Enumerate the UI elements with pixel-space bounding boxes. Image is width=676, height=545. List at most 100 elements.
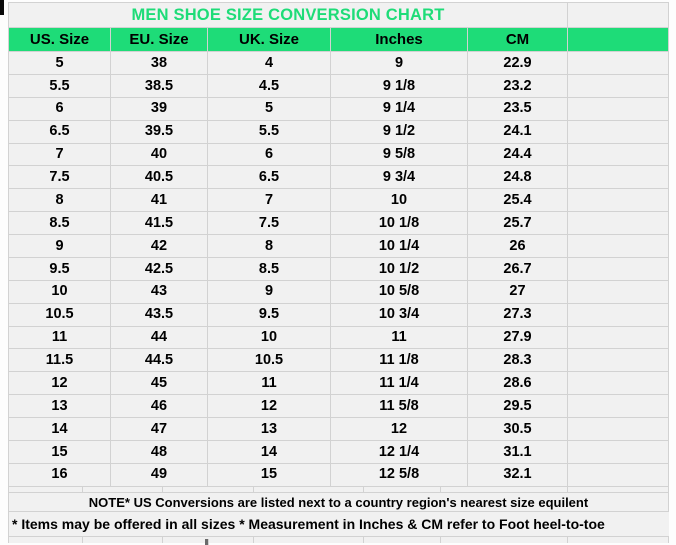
table-cell: 27.3 bbox=[468, 303, 568, 327]
table-cell: 6 bbox=[208, 143, 331, 167]
table-cell: 10 bbox=[331, 189, 468, 213]
grid-sliver-cell bbox=[83, 487, 163, 492]
table-cell: 7.5 bbox=[9, 166, 111, 190]
clipped-text-fragment bbox=[205, 539, 209, 545]
table-cell: 27 bbox=[468, 280, 568, 304]
table-cell: 49 bbox=[111, 463, 208, 487]
table-cell: 45 bbox=[111, 372, 208, 396]
chart-title-cell: MEN SHOE SIZE CONVERSION CHART bbox=[9, 3, 568, 28]
empty-cell bbox=[568, 189, 669, 213]
grid-sliver-cell bbox=[568, 487, 669, 492]
table-cell: 10.5 bbox=[208, 349, 331, 373]
table-cell: 11 bbox=[9, 326, 111, 350]
table-cell: 12 bbox=[208, 395, 331, 418]
table-cell: 8.5 bbox=[9, 212, 111, 235]
table-cell: 11 bbox=[331, 326, 468, 350]
table-cell: 24.8 bbox=[468, 166, 568, 190]
table-cell: 10 1/4 bbox=[331, 235, 468, 258]
table-cell: 9 5/8 bbox=[331, 143, 468, 167]
table-cell: 5 bbox=[9, 52, 111, 75]
empty-cell bbox=[568, 235, 669, 258]
table-cell: 28.6 bbox=[468, 372, 568, 396]
note-row-conversions: NOTE* US Conversions are listed next to … bbox=[8, 493, 669, 512]
column-header: EU. Size bbox=[111, 28, 208, 52]
table-cell: 12 5/8 bbox=[331, 463, 468, 487]
table-cell: 41 bbox=[111, 189, 208, 213]
empty-cell bbox=[568, 372, 669, 396]
table-cell: 9 1/8 bbox=[331, 74, 468, 98]
measurement-note-text: * Items may be offered in all sizes * Me… bbox=[12, 516, 605, 532]
table-cell: 12 bbox=[331, 418, 468, 441]
corner-cell-border-fragment bbox=[0, 0, 4, 15]
table-cell: 43 bbox=[111, 280, 208, 304]
table-cell: 40 bbox=[111, 143, 208, 167]
table-cell: 43.5 bbox=[111, 303, 208, 327]
table-cell: 9 1/2 bbox=[331, 120, 468, 144]
conversion-table: MEN SHOE SIZE CONVERSION CHART US. Size E… bbox=[8, 2, 669, 487]
table-cell: 9 bbox=[9, 235, 111, 258]
table-cell: 9 bbox=[208, 280, 331, 304]
table-cell: 42.5 bbox=[111, 257, 208, 281]
table-cell: 38 bbox=[111, 52, 208, 75]
table-cell: 12 bbox=[9, 372, 111, 396]
table-cell: 25.7 bbox=[468, 212, 568, 235]
empty-cell bbox=[568, 74, 669, 98]
grid-sliver-cell bbox=[441, 537, 568, 543]
empty-cell bbox=[568, 395, 669, 418]
table-cell: 24.1 bbox=[468, 120, 568, 144]
table-cell: 5.5 bbox=[9, 74, 111, 98]
grid-sliver-cell bbox=[568, 537, 669, 543]
table-cell: 6.5 bbox=[208, 166, 331, 190]
table-cell: 10.5 bbox=[9, 303, 111, 327]
table-cell: 44 bbox=[111, 326, 208, 350]
empty-cell bbox=[568, 166, 669, 190]
note-row-measurement: * Items may be offered in all sizes * Me… bbox=[8, 512, 669, 537]
table-cell: 23.2 bbox=[468, 74, 568, 98]
empty-cell bbox=[568, 349, 669, 373]
table-cell: 10 bbox=[208, 326, 331, 350]
table-cell: 8 bbox=[208, 235, 331, 258]
table-cell: 29.5 bbox=[468, 395, 568, 418]
table-cell: 14 bbox=[208, 440, 331, 464]
table-cell: 28.3 bbox=[468, 349, 568, 373]
table-cell: 8.5 bbox=[208, 257, 331, 281]
empty-cell bbox=[568, 326, 669, 350]
table-cell: 7.5 bbox=[208, 212, 331, 235]
table-cell: 11 1/4 bbox=[331, 372, 468, 396]
table-cell: 31.1 bbox=[468, 440, 568, 464]
table-cell: 6 bbox=[9, 97, 111, 121]
table-cell: 8 bbox=[9, 189, 111, 213]
table-cell: 25.4 bbox=[468, 189, 568, 213]
table-cell: 22.9 bbox=[468, 52, 568, 75]
column-header: UK. Size bbox=[208, 28, 331, 52]
table-cell: 24.4 bbox=[468, 143, 568, 167]
grid-sliver-cell bbox=[9, 487, 83, 492]
empty-cell bbox=[568, 303, 669, 327]
table-cell: 10 bbox=[9, 280, 111, 304]
table-cell: 26 bbox=[468, 235, 568, 258]
table-cell: 47 bbox=[111, 418, 208, 441]
table-cell: 9.5 bbox=[208, 303, 331, 327]
grid-sliver-cell bbox=[163, 487, 254, 492]
table-cell: 15 bbox=[9, 440, 111, 464]
table-cell: 7 bbox=[208, 189, 331, 213]
grid-sliver-row-top bbox=[8, 487, 669, 493]
table-cell: 11 5/8 bbox=[331, 395, 468, 418]
table-cell: 16 bbox=[9, 463, 111, 487]
table-cell: 41.5 bbox=[111, 212, 208, 235]
table-cell: 10 1/8 bbox=[331, 212, 468, 235]
table-cell: 46 bbox=[111, 395, 208, 418]
table-cell: 10 5/8 bbox=[331, 280, 468, 304]
table-cell: 14 bbox=[9, 418, 111, 441]
table-cell: 10 3/4 bbox=[331, 303, 468, 327]
table-cell: 13 bbox=[208, 418, 331, 441]
empty-cell bbox=[568, 143, 669, 167]
table-cell: 5 bbox=[208, 97, 331, 121]
empty-cell bbox=[568, 212, 669, 235]
empty-cell bbox=[568, 463, 669, 487]
empty-cell bbox=[568, 52, 669, 75]
empty-cell bbox=[568, 440, 669, 464]
table-cell: 12 1/4 bbox=[331, 440, 468, 464]
empty-cell bbox=[568, 120, 669, 144]
